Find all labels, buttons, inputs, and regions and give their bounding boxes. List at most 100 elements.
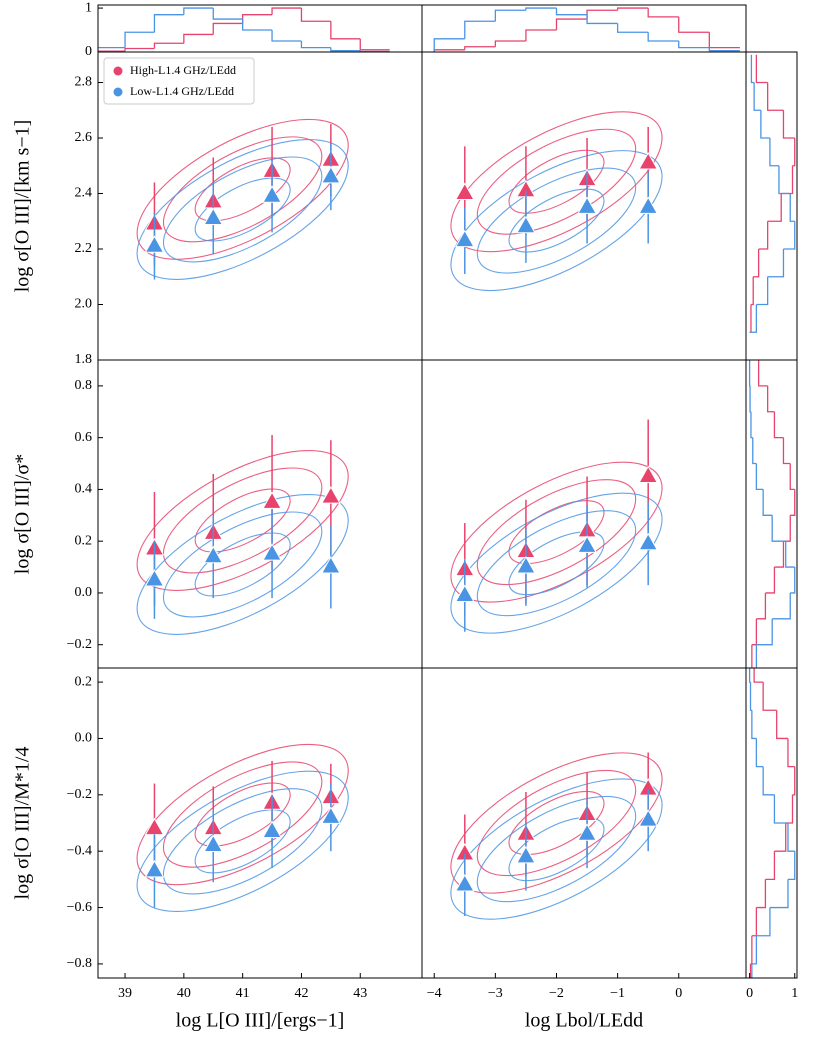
bin-mean-marker [144, 817, 165, 836]
hist-step [708, 32, 740, 49]
x-tick-label: −4 [427, 986, 442, 1001]
hist-step [464, 46, 496, 50]
contour [136, 493, 349, 635]
y-axis-label: log σ[O III]/σ* [12, 454, 34, 574]
hist-step [751, 907, 758, 937]
hist-step [756, 879, 767, 909]
y-axis-label: log σ[O III]/M*1/4 [12, 747, 34, 900]
bin-mean-marker [638, 196, 659, 214]
hist-step [774, 823, 787, 852]
y-tick-label: −0.2 [67, 637, 92, 652]
bin-mean-marker [262, 491, 282, 509]
bin-mean-marker [516, 215, 536, 234]
panel-frame [745, 359, 798, 669]
x-tick-label: 41 [236, 986, 250, 1001]
bin-mean-marker [321, 556, 341, 574]
x-axis-label: log L[O III]/[ergs−1] [176, 1010, 345, 1032]
contour [450, 111, 663, 253]
hist-step [616, 7, 649, 11]
y-tick-label: 1 [85, 0, 92, 15]
bin-mean-marker [638, 532, 659, 551]
hist-step [767, 385, 775, 413]
contour [194, 809, 291, 874]
panel-frame [97, 667, 423, 979]
panel [450, 111, 663, 292]
hist-step [616, 23, 649, 33]
y-tick-label: −0.8 [67, 956, 92, 971]
y-tick-label: 0.4 [75, 482, 93, 497]
hist-step [758, 221, 769, 250]
hist-step [153, 14, 184, 33]
contour [450, 752, 663, 894]
contour [136, 138, 349, 280]
hist-step [753, 82, 761, 111]
y-tick-label: −0.6 [67, 900, 92, 915]
bin-mean-marker [638, 465, 659, 483]
hist-step [762, 682, 777, 711]
contour [450, 492, 663, 634]
x-tick-label: −3 [488, 986, 503, 1001]
hist-step [359, 38, 390, 51]
hist-step [765, 567, 776, 594]
x-tick-label: 1 [791, 986, 798, 1001]
hist-step [555, 18, 588, 31]
y-tick-label: 0.8 [75, 378, 93, 393]
hist-step [781, 165, 794, 195]
hist-step [762, 489, 773, 516]
contour [476, 769, 637, 877]
x-tick-label: −2 [549, 986, 564, 1001]
hist-step [749, 963, 752, 978]
bin-mean-marker [262, 820, 282, 838]
bin-mean-marker [144, 859, 165, 878]
contour [162, 156, 323, 263]
hist-step [790, 489, 796, 516]
hist-step [773, 411, 784, 439]
hist-step [586, 9, 618, 20]
panel [450, 419, 663, 634]
hist-step [771, 515, 786, 542]
bin-mean-marker [262, 185, 282, 203]
x-tick-label: 39 [118, 986, 132, 1001]
hist-step [153, 42, 184, 49]
contour [476, 128, 637, 235]
contour [162, 136, 323, 243]
y-tick-label: 1.8 [75, 352, 93, 367]
hist-step [678, 41, 710, 49]
bin-mean-marker [638, 151, 659, 170]
contour [194, 782, 291, 847]
y-tick-label: −0.4 [67, 843, 92, 858]
hist-step [212, 8, 243, 20]
contour [476, 479, 637, 586]
y-tick-label: 0 [85, 44, 92, 59]
panel-frame [97, 4, 423, 53]
x-tick-label: −1 [610, 986, 625, 1001]
hist-step [789, 463, 795, 491]
hist-step [767, 82, 784, 111]
panel [136, 118, 349, 280]
hist-step [755, 54, 768, 84]
contour [136, 118, 349, 260]
bin-mean-marker [321, 806, 341, 824]
panel [749, 54, 796, 333]
hist-step [751, 710, 757, 740]
hist-step [755, 738, 764, 768]
panel [136, 743, 349, 912]
contour [508, 790, 605, 856]
hist-step [751, 644, 753, 668]
hist-step [756, 618, 773, 646]
hist-step [750, 935, 753, 965]
hist-step [494, 40, 526, 47]
hist-step [271, 7, 302, 15]
bin-mean-marker [144, 235, 165, 253]
legend-label: High-L1.4 GHz/LEdd [130, 63, 236, 77]
contour [508, 188, 605, 253]
contour [508, 531, 605, 596]
hist-step [525, 29, 557, 42]
hist-step [271, 30, 302, 42]
contour [194, 488, 291, 553]
bin-mean-marker [454, 873, 475, 892]
panel-frame [745, 667, 798, 979]
x-tick-label: 0 [746, 986, 753, 1001]
hist-step [790, 567, 796, 594]
hist-step [785, 794, 794, 824]
